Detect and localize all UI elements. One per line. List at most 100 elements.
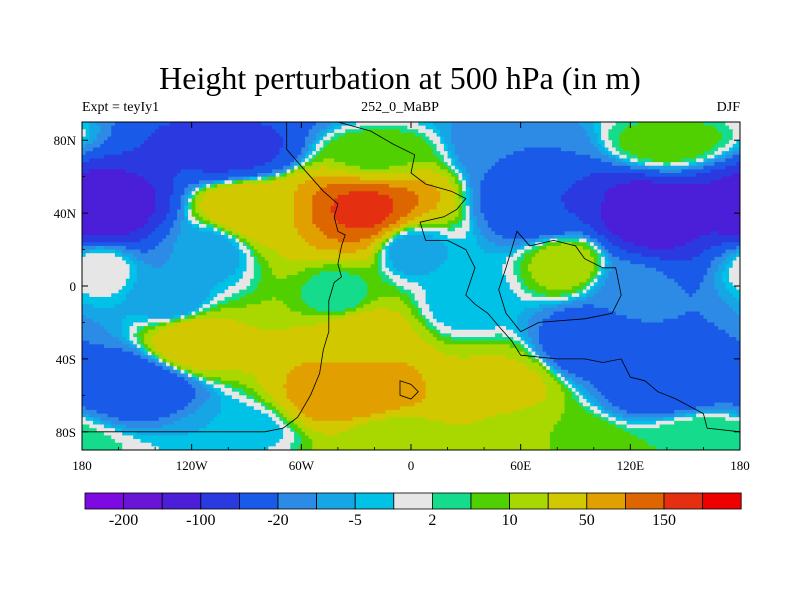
contour-cell — [396, 238, 441, 243]
contour-cell — [257, 398, 266, 404]
contour-cell — [710, 169, 740, 174]
contour-cell — [608, 249, 628, 254]
contour-cell — [579, 391, 584, 396]
contour-cell — [385, 231, 394, 236]
contour-cell — [246, 402, 262, 407]
contour-cell — [509, 249, 518, 254]
contour-cell — [220, 231, 226, 236]
contour-cell — [601, 132, 609, 138]
contour-cell — [253, 238, 306, 243]
contour-cell — [85, 143, 101, 149]
contour-cell — [480, 198, 562, 203]
contour-cell — [257, 391, 270, 396]
contour-cell — [626, 249, 705, 254]
contour-cell — [286, 173, 295, 178]
contour-cell — [275, 413, 280, 418]
contour-cell — [82, 227, 138, 232]
contour-cell — [546, 391, 566, 396]
contour-cell — [82, 122, 90, 127]
contour-cell — [696, 289, 719, 294]
contour-cell — [82, 220, 149, 225]
contour-cell — [151, 132, 280, 138]
contour-cell — [389, 245, 449, 251]
contour-cell — [447, 154, 452, 160]
contour-cell — [279, 151, 302, 156]
contour-cell — [169, 366, 174, 371]
contour-cell — [538, 234, 555, 240]
contour-cell — [118, 289, 131, 294]
contour-cell — [392, 202, 419, 207]
contour-cell — [166, 355, 460, 360]
contour-cell — [228, 169, 273, 174]
contour-cell — [458, 165, 467, 170]
colorbar-label: 50 — [579, 512, 595, 529]
contour-cell — [151, 442, 277, 447]
contour-cell — [542, 398, 566, 404]
contour-cell — [297, 271, 321, 276]
contour-cell — [564, 391, 573, 396]
contour-cell — [710, 180, 740, 185]
contour-cell — [604, 143, 613, 149]
contour-cell — [615, 417, 624, 422]
contour-cell — [729, 413, 737, 418]
contour-cell — [531, 249, 540, 254]
contour-cell — [374, 238, 383, 243]
contour-cell — [239, 260, 248, 265]
contour-cell — [304, 413, 372, 418]
contour-cell — [82, 191, 156, 196]
contour-cell — [129, 264, 138, 269]
contour-cell — [100, 420, 112, 426]
contour-cell — [506, 275, 518, 280]
contour-cell — [400, 296, 412, 302]
contour-cell — [169, 122, 262, 127]
contour-cell — [114, 428, 123, 433]
contour-cell — [304, 431, 324, 437]
contour-cell — [564, 398, 577, 404]
contour-cell — [125, 245, 156, 251]
contour-cell — [729, 260, 734, 265]
colorbar-label: -5 — [349, 512, 362, 529]
contour-cell — [308, 304, 357, 309]
contour-cell — [261, 267, 273, 273]
contour-cell — [714, 271, 723, 276]
contour-cell — [272, 395, 288, 400]
contour-cell — [429, 209, 452, 214]
contour-cell — [304, 267, 379, 273]
contour-cell — [257, 377, 288, 382]
contour-cell — [385, 256, 390, 262]
contour-cell — [579, 398, 588, 404]
contour-cell — [337, 220, 383, 225]
contour-cell — [553, 369, 558, 375]
contour-cell — [725, 300, 740, 305]
contour-cell — [378, 253, 383, 258]
contour-cell — [217, 224, 226, 229]
contour-cell — [381, 260, 387, 265]
contour-cell — [517, 278, 525, 283]
contour-cell — [202, 187, 207, 192]
contour-cell — [136, 431, 189, 437]
contour-cell — [593, 293, 690, 298]
contour-cell — [451, 333, 496, 338]
contour-cell — [381, 249, 387, 254]
contour-cell — [290, 326, 412, 331]
contour-cell — [462, 220, 471, 225]
contour-cell — [432, 315, 518, 320]
contour-cell — [484, 216, 580, 221]
contour-cell — [246, 395, 255, 400]
contour-cell — [264, 256, 288, 262]
contour-cell — [527, 344, 533, 349]
contour-cell — [447, 256, 507, 262]
contour-cell — [641, 253, 701, 258]
contour-cell — [520, 282, 525, 287]
contour-cell — [601, 402, 613, 407]
contour-cell — [597, 140, 606, 145]
contour-cell — [590, 282, 595, 287]
contour-cell — [198, 205, 295, 211]
contour-cell — [283, 431, 295, 437]
contour-cell — [593, 282, 599, 287]
contour-cell — [714, 162, 737, 167]
contour-cell — [421, 220, 449, 225]
contour-cell — [714, 154, 719, 160]
contour-cell — [593, 256, 599, 262]
contour-cell — [685, 242, 723, 247]
